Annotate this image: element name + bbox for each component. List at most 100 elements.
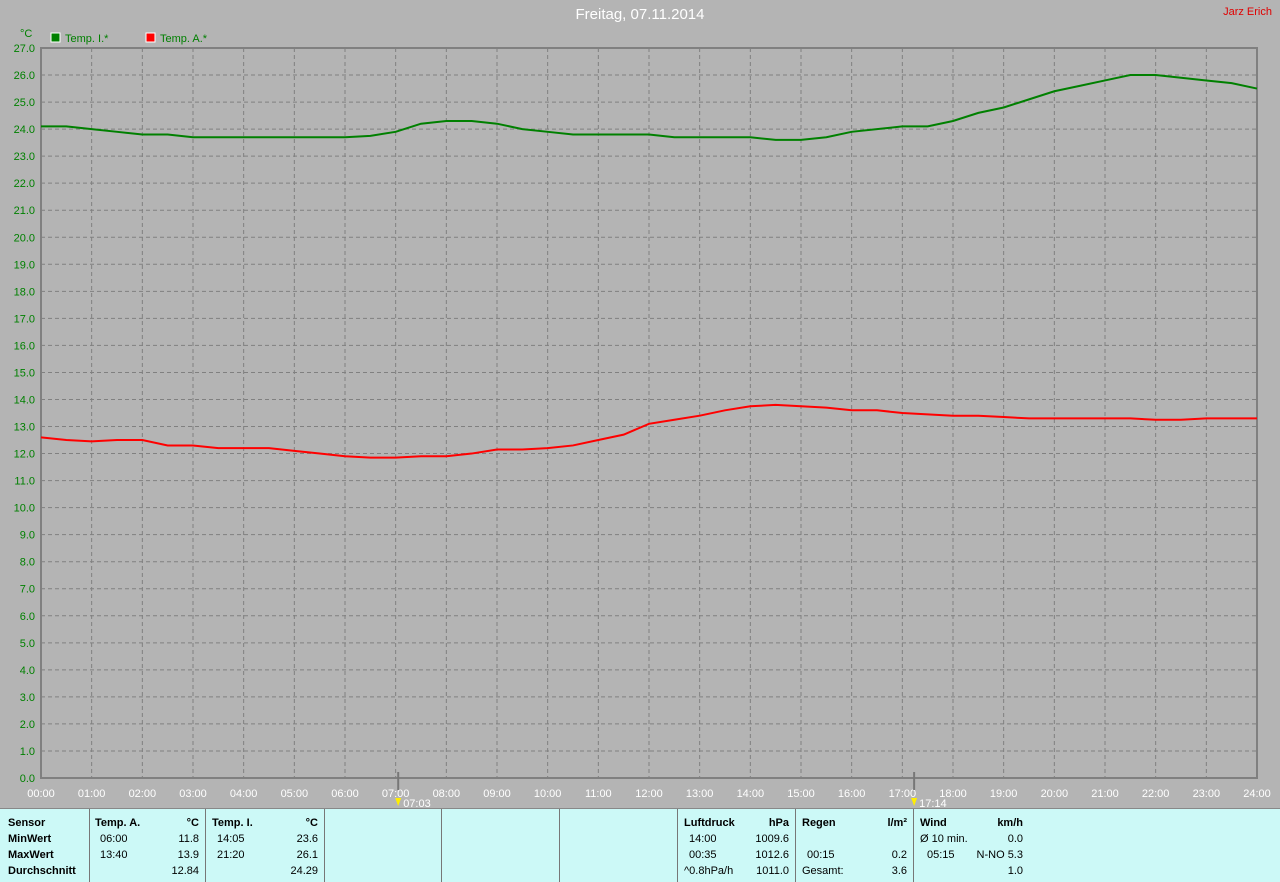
x-tick-label: 03:00	[179, 788, 207, 800]
temp-i-column: Temp. I. °C 14:05 23.6 21:20 26.1 24.29	[206, 809, 325, 882]
temp-i-header: Temp. I.	[212, 817, 253, 829]
x-tick-label: 12:00	[635, 788, 663, 800]
x-tick-label: 14:00	[737, 788, 765, 800]
y-tick-label: 17.0	[14, 313, 35, 325]
y-tick-label: 25.0	[14, 97, 35, 109]
temp-i-max-time: 21:20	[217, 849, 245, 861]
regen-time: 00:15	[807, 849, 835, 861]
legend-label: Temp. A.*	[160, 33, 208, 45]
y-tick-label: 12.0	[14, 449, 35, 461]
x-tick-label: 08:00	[433, 788, 461, 800]
luftdruck-max: 1012.6	[755, 849, 789, 861]
y-tick-label: 2.0	[20, 719, 35, 731]
y-tick-label: 8.0	[20, 557, 35, 569]
y-tick-label: 9.0	[20, 530, 35, 542]
x-tick-label: 05:00	[281, 788, 309, 800]
temp-a-avg: 12.84	[171, 865, 199, 877]
x-tick-label: 18:00	[939, 788, 967, 800]
chart-title: Freitag, 07.11.2014	[575, 6, 705, 23]
luftdruck-min-time: 14:00	[689, 833, 717, 845]
regen-max: 0.2	[891, 849, 907, 861]
x-tick-label: 13:00	[686, 788, 714, 800]
y-tick-label: 6.0	[20, 611, 35, 623]
y-tick-label: 10.0	[14, 503, 35, 515]
temp-a-min-time: 06:00	[100, 833, 128, 845]
plot-frame	[40, 47, 1258, 779]
x-tick-label: 09:00	[483, 788, 511, 800]
temp-a-max: 13.9	[177, 849, 199, 861]
x-tick-label: 22:00	[1142, 788, 1170, 800]
x-tick-label: 11:00	[585, 788, 612, 800]
max-label: MaxWert	[8, 849, 54, 861]
y-tick-label: 22.0	[14, 178, 35, 190]
y-tick-label: 13.0	[14, 422, 35, 434]
x-tick-label: 20:00	[1041, 788, 1069, 800]
x-tick-label: 01:00	[78, 788, 106, 800]
sensor-header: Sensor	[8, 817, 46, 829]
x-tick-label: 16:00	[838, 788, 866, 800]
regen-unit: l/m²	[887, 817, 907, 829]
x-tick-label: 00:00	[27, 788, 55, 800]
temp-a-header: Temp. A.	[95, 817, 141, 829]
luftdruck-column: Luftdruck hPa 14:00 1009.6 00:35 1012.6 …	[678, 809, 796, 882]
y-tick-label: 5.0	[20, 638, 35, 650]
luftdruck-header: Luftdruck	[684, 817, 735, 829]
luftdruck-unit: hPa	[768, 817, 789, 829]
y-tick-label: 21.0	[14, 205, 35, 217]
series-line-temp-a	[40, 403, 1257, 459]
regen-total: 3.6	[891, 865, 907, 877]
empty-column	[442, 809, 560, 882]
x-tick-label: 23:00	[1193, 788, 1221, 800]
luftdruck-trend: ^0.8hPa/h	[684, 865, 734, 877]
y-tick-label: 4.0	[20, 665, 35, 677]
y-tick-label: 23.0	[14, 151, 35, 163]
temp-i-min: 23.6	[296, 833, 318, 845]
x-tick-label: 04:00	[230, 788, 258, 800]
statistics-table: Sensor MinWert MaxWert Durchschnitt Temp…	[0, 808, 1280, 882]
luftdruck-max-time: 00:35	[689, 849, 717, 861]
x-tick-label: 07:00	[382, 788, 410, 800]
y-tick-label: 0.0	[20, 773, 35, 785]
empty-column	[325, 809, 442, 882]
x-tick-label: 02:00	[129, 788, 157, 800]
x-tick-label: 15:00	[787, 788, 815, 800]
empty-column	[560, 809, 678, 882]
author-label: Jarz Erich	[1223, 6, 1272, 18]
y-tick-label: 16.0	[14, 340, 35, 352]
wind-max-time: 05:15	[927, 849, 955, 861]
y-tick-label: 3.0	[20, 692, 35, 704]
sun-time-label: 07:03	[403, 798, 431, 808]
y-tick-label: 7.0	[20, 584, 35, 596]
regen-header: Regen	[802, 817, 836, 829]
y-tick-label: 11.0	[14, 476, 35, 488]
wind-max: N-NO 5.3	[976, 849, 1023, 861]
y-tick-label: 24.0	[14, 124, 35, 136]
temperature-chart: 0.0 1.0 2.0 3.0 4.0 5.0 6.0 7.0 8.0 9.0 10.0 11.0 12…	[14, 28, 1271, 808]
luftdruck-min: 1009.6	[755, 833, 789, 845]
wind-unit: km/h	[997, 817, 1023, 829]
regen-total-label: Gesamt:	[802, 865, 844, 877]
legend-swatch	[50, 32, 61, 43]
y-tick-label: 15.0	[14, 367, 35, 379]
sun-time-label: 17:14	[919, 798, 947, 808]
y-tick-label: 19.0	[14, 259, 35, 271]
wind-day-avg: 1.0	[1007, 865, 1023, 877]
wind-column: Wind km/h Ø 10 min. 0.0 05:15 N-NO 5.3 1…	[914, 809, 1031, 882]
luftdruck-avg: 1011.0	[756, 865, 789, 877]
y-tick-label: 14.0	[14, 394, 35, 406]
y-tick-label: 18.0	[14, 286, 35, 298]
y-tick-label: 20.0	[14, 232, 35, 244]
temp-a-unit: °C	[186, 817, 199, 829]
regen-column: Regen l/m² 00:15 0.2 Gesamt: 3.6	[796, 809, 914, 882]
y-tick-label: 1.0	[20, 746, 35, 758]
legend-swatch	[145, 32, 156, 43]
legend-label: Temp. I.*	[65, 33, 109, 45]
min-label: MinWert	[8, 833, 52, 845]
x-tick-label: 24:00	[1243, 788, 1271, 800]
temp-a-max-time: 13:40	[100, 849, 128, 861]
wind-header: Wind	[920, 817, 947, 829]
sunrise-icon	[395, 798, 402, 806]
temp-i-max: 26.1	[296, 849, 318, 861]
temp-i-min-time: 14:05	[217, 833, 245, 845]
x-tick-label: 19:00	[990, 788, 1018, 800]
